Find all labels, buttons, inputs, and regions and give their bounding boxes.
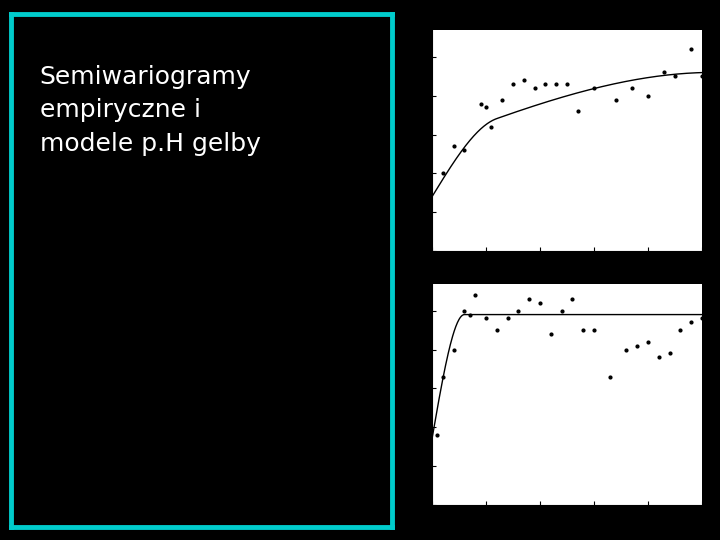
X-axis label: Distance (m): Distance (m) — [531, 525, 603, 535]
Text: $\gamma_\mathrm{pH}(\mathbf{h}) = 0.007\,g_0(\mathbf{h}) + 0.01\,\mathrm{Sph}(h/: $\gamma_\mathrm{pH}(\mathbf{h}) = 0.007\… — [74, 429, 329, 447]
Text: Semiwariogramy
empiryczne i
modele p.H gelby: Semiwariogramy empiryczne i modele p.H g… — [40, 65, 261, 156]
Text: $+ 0.0065\,\mathrm{Sph}(h/26\ \mathrm{m})$: $+ 0.0065\,\mathrm{Sph}(h/26\ \mathrm{m}… — [130, 472, 273, 489]
Text: pH pasture: pH pasture — [432, 15, 508, 29]
Text: pH forest: pH forest — [432, 268, 496, 282]
Y-axis label: Semivariogram: Semivariogram — [384, 352, 394, 437]
Y-axis label: Semivariogram: Semivariogram — [384, 98, 394, 183]
X-axis label: Distance (m): Distance (m) — [531, 272, 603, 281]
